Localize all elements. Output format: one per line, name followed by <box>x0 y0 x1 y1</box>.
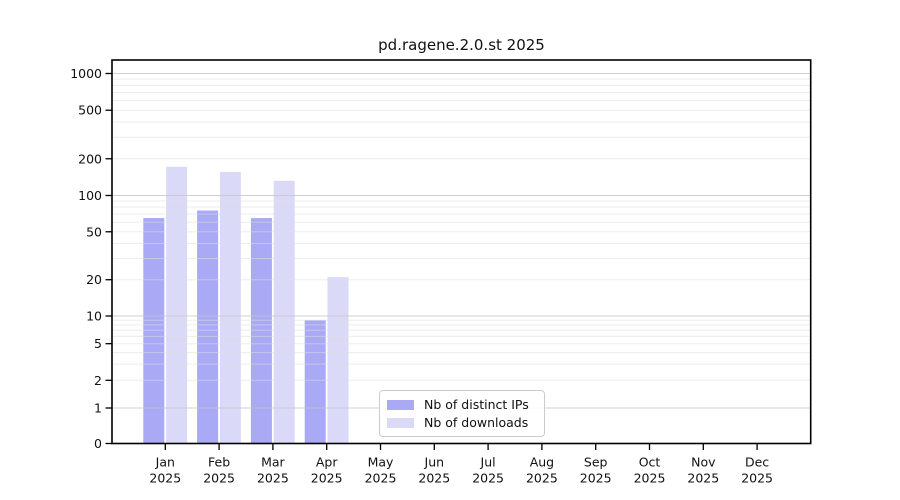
x-tick-label-year: 2025 <box>365 471 397 486</box>
bar-downloads <box>219 171 241 444</box>
x-tick-label-month: Sep <box>584 455 608 470</box>
bar-distinct-ips <box>197 210 219 444</box>
x-tick-label-month: Jul <box>480 455 496 470</box>
y-tick-label: 1000 <box>70 66 102 81</box>
y-tick-label: 1 <box>94 401 102 416</box>
x-tick-label-month: Aug <box>530 455 554 470</box>
x-tick-label-month: Apr <box>316 455 338 470</box>
x-tick-label-month: Mar <box>261 455 285 470</box>
bar-distinct-ips <box>250 218 272 444</box>
bar-downloads <box>327 277 349 444</box>
x-tick-label-year: 2025 <box>634 471 666 486</box>
y-tick-label: 5 <box>94 336 102 351</box>
y-tick-label: 200 <box>78 151 102 166</box>
legend: Nb of distinct IPs Nb of downloads <box>379 390 545 437</box>
legend-item-downloads: Nb of downloads <box>387 415 536 430</box>
chart-title: pd.ragene.2.0.st 2025 <box>378 36 545 54</box>
y-tick-label: 0 <box>94 436 102 451</box>
x-tick-label-year: 2025 <box>687 471 719 486</box>
x-tick-label-year: 2025 <box>418 471 450 486</box>
x-tick-label-year: 2025 <box>203 471 235 486</box>
y-tick-label: 500 <box>78 103 102 118</box>
x-tick-label-month: May <box>368 455 394 470</box>
legend-label-distinct-ips: Nb of distinct IPs <box>424 397 529 412</box>
legend-item-distinct-ips: Nb of distinct IPs <box>387 397 536 412</box>
y-tick-label: 50 <box>86 224 102 239</box>
x-tick-label-year: 2025 <box>741 471 773 486</box>
bar-downloads <box>273 180 295 444</box>
x-tick-label-month: Jun <box>424 455 445 470</box>
plot-border <box>111 59 812 445</box>
y-tick-label: 20 <box>86 272 102 287</box>
x-tick-label-month: Dec <box>745 455 769 470</box>
y-tick-label: 100 <box>78 188 102 203</box>
x-tick-label-month: Jan <box>155 455 175 470</box>
legend-swatch-distinct-ips <box>387 399 414 410</box>
bar-distinct-ips <box>143 218 165 444</box>
y-tick-label: 10 <box>86 309 102 324</box>
y-tick-label: 2 <box>94 373 102 388</box>
bar-distinct-ips <box>304 320 326 444</box>
x-tick-label-month: Feb <box>208 455 230 470</box>
bar-downloads <box>166 166 188 444</box>
x-tick-label-year: 2025 <box>526 471 558 486</box>
x-tick-label-year: 2025 <box>311 471 343 486</box>
x-tick-label-year: 2025 <box>149 471 181 486</box>
x-tick-label-year: 2025 <box>472 471 504 486</box>
x-tick-label-month: Oct <box>639 455 661 470</box>
x-tick-label-year: 2025 <box>580 471 612 486</box>
legend-swatch-downloads <box>387 417 414 428</box>
x-tick-label-month: Nov <box>691 455 716 470</box>
x-tick-label-year: 2025 <box>257 471 289 486</box>
legend-label-downloads: Nb of downloads <box>424 415 529 430</box>
